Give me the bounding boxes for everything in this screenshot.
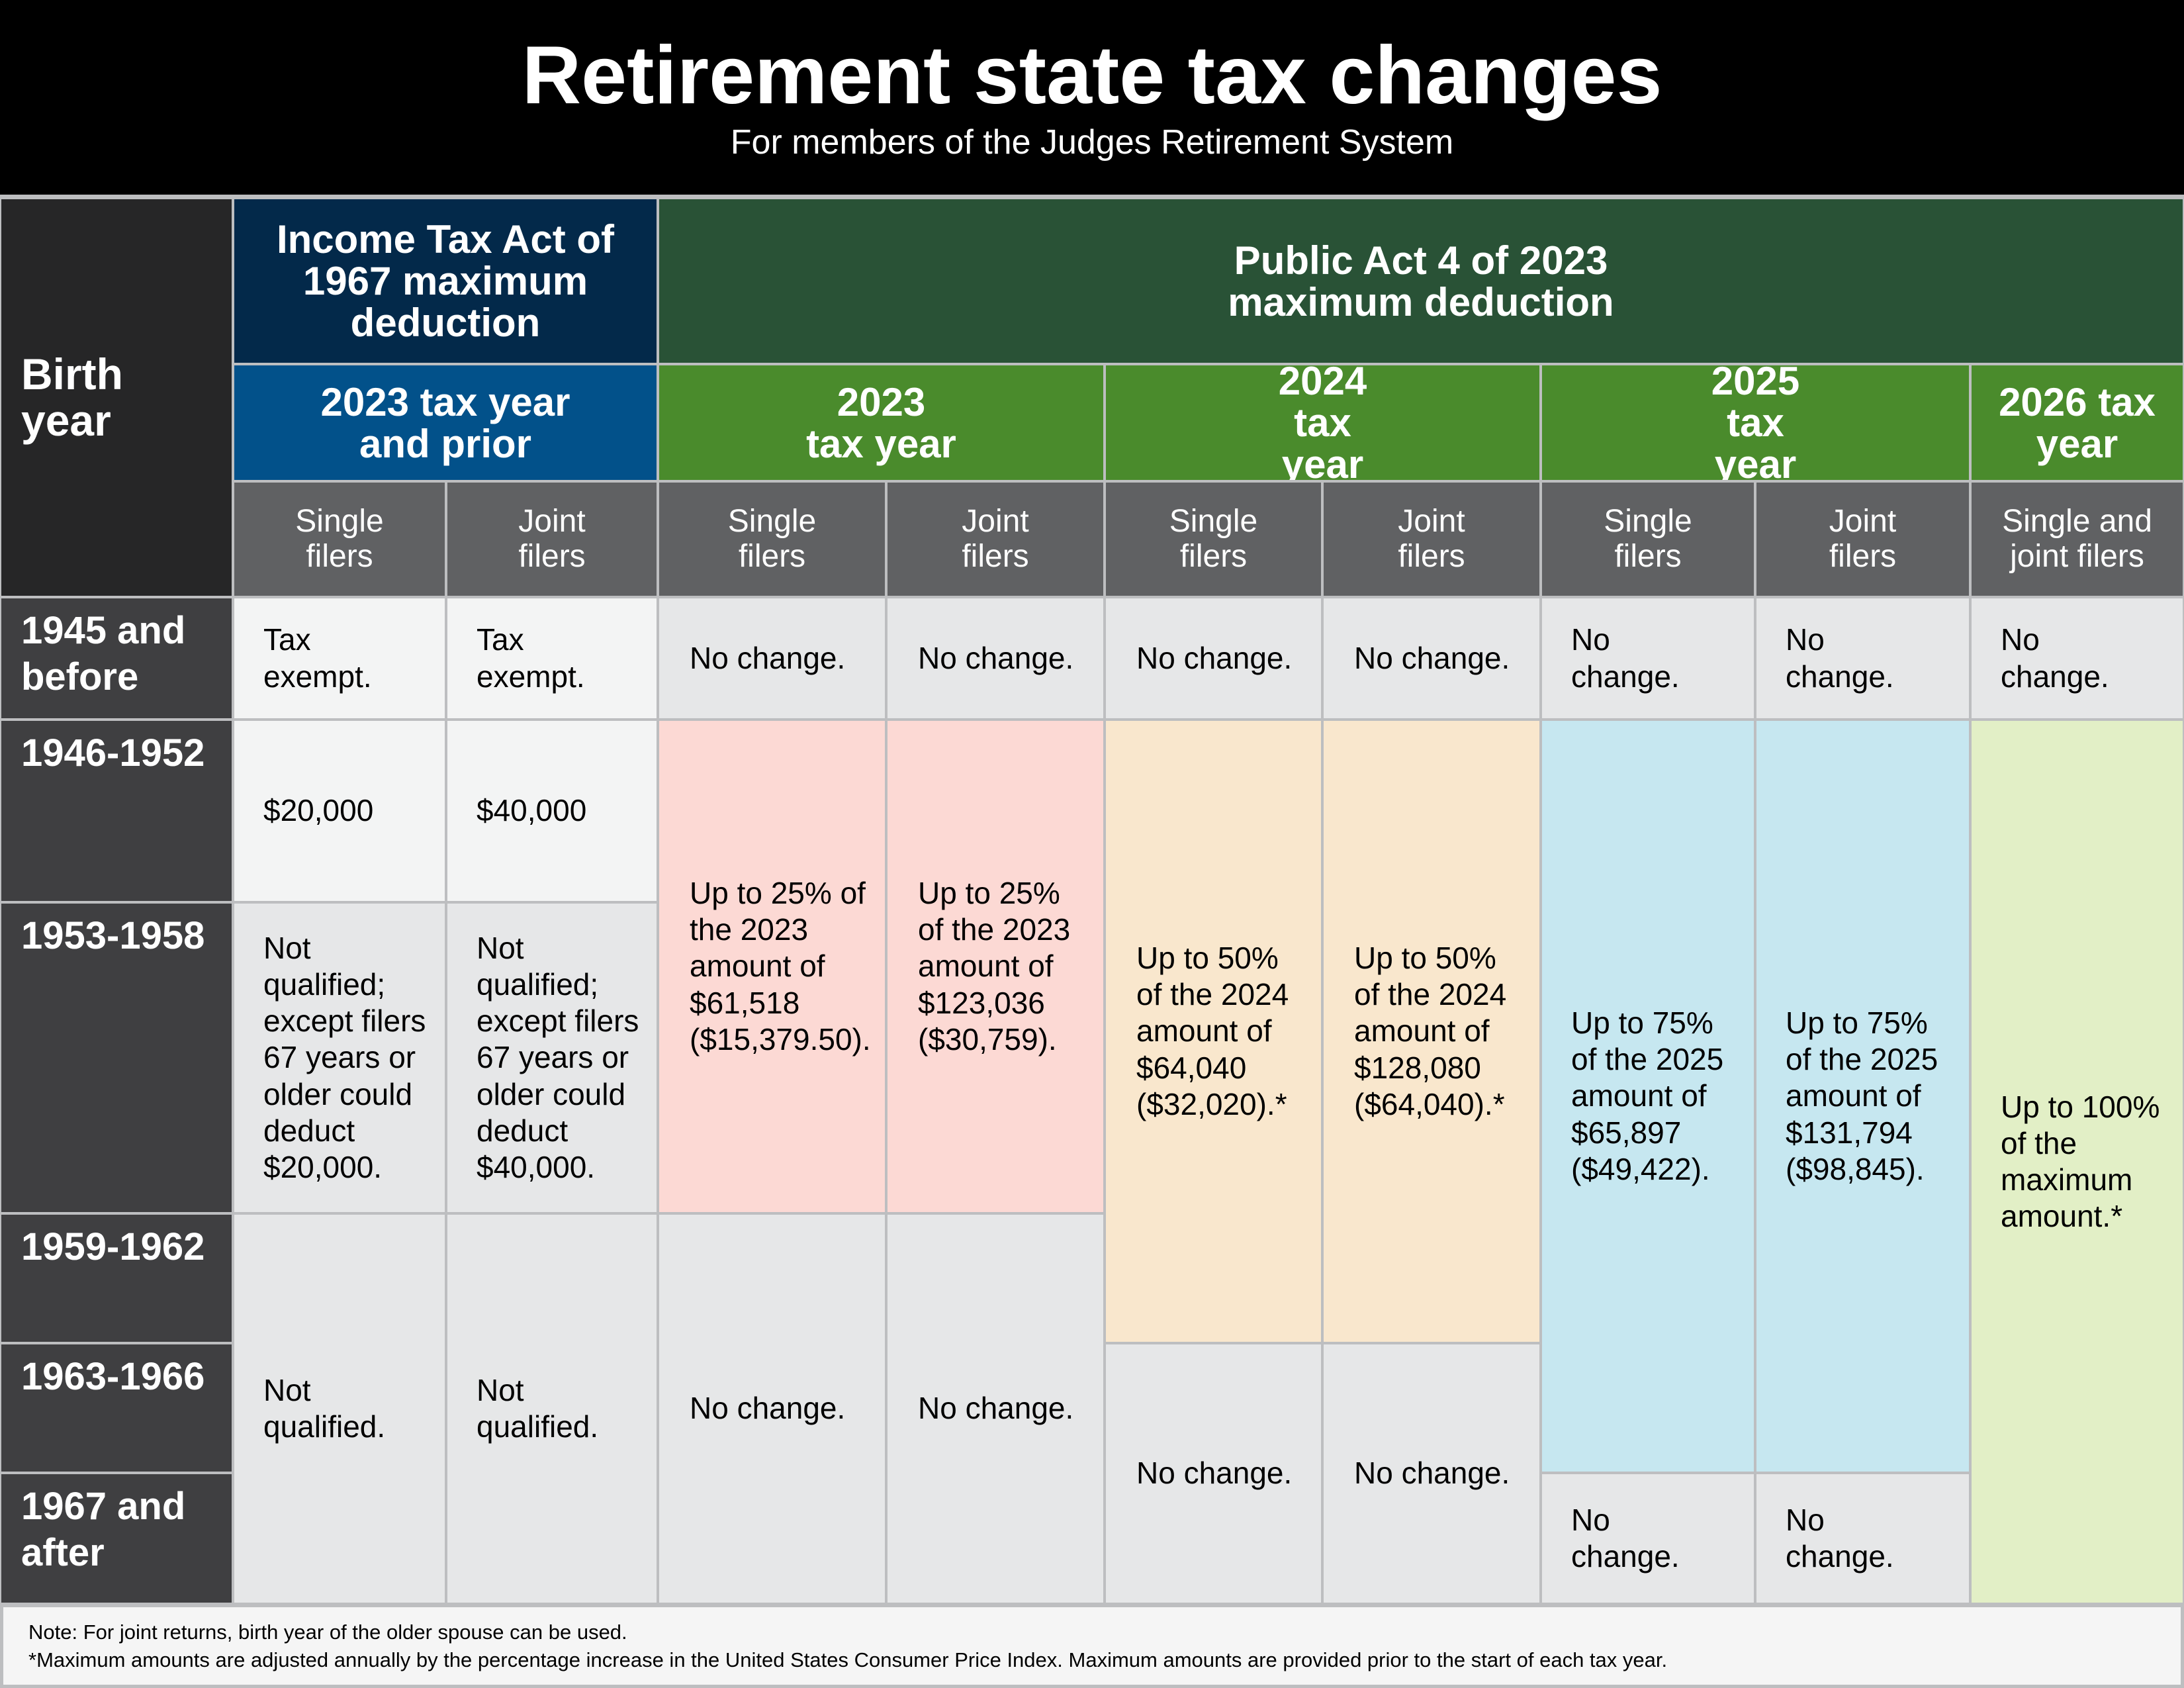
cell-prior-single: $20,000 xyxy=(233,720,446,902)
cell-2023-single: No change. xyxy=(658,597,886,720)
birth-year-label: 1953-1958 xyxy=(0,902,233,1213)
subheader-joint: Joint filers xyxy=(886,481,1105,597)
cell-2023-single: No change. xyxy=(658,1213,886,1604)
header-2023-and-prior: 2023 tax year and prior xyxy=(233,364,658,481)
cell-2023-joint: Up to 25% of the 2023 amount of $123,036… xyxy=(886,720,1105,1213)
cell-prior-joint: Not qualified. xyxy=(446,1213,658,1604)
footer-asterisk-note: *Maximum amounts are adjusted annually b… xyxy=(28,1648,1668,1671)
header-2023: 2023 tax year xyxy=(658,364,1105,481)
cell-2023-joint: No change. xyxy=(886,1213,1105,1604)
cell-2023-single: Up to 25% of the 2023 amount of $61,518 … xyxy=(658,720,886,1213)
title-banner: Retirement state tax changes For members… xyxy=(0,0,2184,198)
cell-2025-joint: No change. xyxy=(1755,597,1970,720)
cell-2025-joint: No change. xyxy=(1755,1473,1970,1604)
cell-2024-single: Up to 50% of the 2024 amount of $64,040 … xyxy=(1105,720,1322,1343)
birth-year-label: 1963-1966 xyxy=(0,1343,233,1473)
cell-2025-single: Up to 75% of the 2025 amount of $65,897 … xyxy=(1541,720,1755,1473)
header-birth-year-label: Birth year xyxy=(21,350,123,445)
cell-2024-single: No change. xyxy=(1105,1343,1322,1604)
subheader-single: Single filers xyxy=(1541,481,1755,597)
header-birth-year: Birth year xyxy=(0,198,233,597)
cell-prior-joint: Tax exempt. xyxy=(446,597,658,720)
page-title: Retirement state tax changes xyxy=(522,29,1662,121)
cell-2024-joint: No change. xyxy=(1322,1343,1541,1604)
cell-2023-joint: No change. xyxy=(886,597,1105,720)
cell-2024-joint: Up to 50% of the 2024 amount of $128,080… xyxy=(1322,720,1541,1343)
cell-prior-single: Not qualified; except filers 67 years or… xyxy=(233,902,446,1213)
cell-2025-single: No change. xyxy=(1541,1473,1755,1604)
subheader-joint: Joint filers xyxy=(1755,481,1970,597)
subheader-single-and-joint: Single and joint filers xyxy=(1970,481,2184,597)
header-2025: 2025 tax year xyxy=(1541,364,1970,481)
footer-notes: Note: For joint returns, birth year of t… xyxy=(0,1604,2184,1688)
subheader-single: Single filers xyxy=(658,481,886,597)
subheader-single: Single filers xyxy=(1105,481,1322,597)
header-income-tax-act: Income Tax Act of 1967 maximum deduction xyxy=(233,198,658,364)
cell-2026: No change. xyxy=(1970,597,2184,720)
page-subtitle: For members of the Judges Retirement Sys… xyxy=(730,123,1454,162)
birth-year-label: 1959-1962 xyxy=(0,1213,233,1343)
cell-prior-joint: $40,000 xyxy=(446,720,658,902)
subheader-single: Single filers xyxy=(233,481,446,597)
birth-year-label: 1946-1952 xyxy=(0,720,233,902)
header-public-act: Public Act 4 of 2023 maximum deduction xyxy=(658,198,2184,364)
subheader-joint: Joint filers xyxy=(446,481,658,597)
cell-2025-joint: Up to 75% of the 2025 amount of $131,794… xyxy=(1755,720,1970,1473)
cell-prior-single: Tax exempt. xyxy=(233,597,446,720)
cell-prior-joint: Not qualified; except filers 67 years or… xyxy=(446,902,658,1213)
cell-prior-single: Not qualified. xyxy=(233,1213,446,1604)
subheader-joint: Joint filers xyxy=(1322,481,1541,597)
footer-note: Note: For joint returns, birth year of t… xyxy=(28,1620,627,1644)
header-2026: 2026 tax year xyxy=(1970,364,2184,481)
birth-year-label: 1967 and after xyxy=(0,1473,233,1604)
cell-2026: Up to 100% of the maximum amount.* xyxy=(1970,720,2184,1604)
birth-year-label: 1945 and before xyxy=(0,597,233,720)
header-2024: 2024 tax year xyxy=(1105,364,1541,481)
cell-2025-single: No change. xyxy=(1541,597,1755,720)
cell-2024-single: No change. xyxy=(1105,597,1322,720)
cell-2024-joint: No change. xyxy=(1322,597,1541,720)
